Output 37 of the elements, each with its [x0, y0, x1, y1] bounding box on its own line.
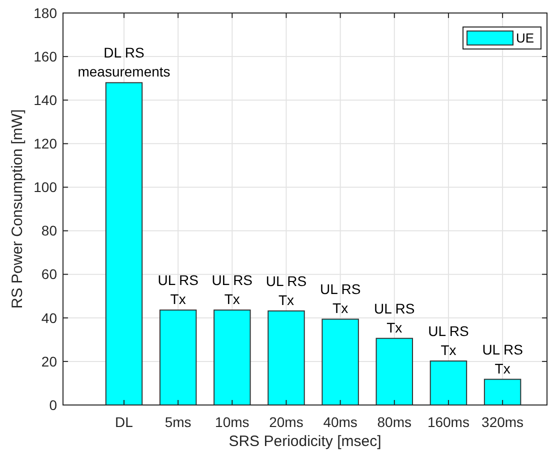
x-axis-title: SRS Periodicity [msec] [228, 433, 382, 450]
y-tick-label: 120 [34, 136, 58, 152]
y-tick-label: 40 [41, 310, 58, 326]
annotation: UL RS Tx [428, 323, 469, 358]
annotation: UL RS Tx [320, 281, 361, 316]
annotation: UL RS Tx [212, 272, 253, 308]
bar [484, 378, 522, 406]
x-tick-label: 80ms [377, 414, 412, 430]
y-tick-label: 80 [41, 222, 58, 239]
y-axis-title: RS Power Consumption [mW] [9, 109, 26, 309]
legend-label: UE [516, 30, 534, 46]
annotation: UL RS Tx [266, 272, 307, 308]
y-tick-label: 160 [34, 48, 58, 64]
annotation: UL RS Tx [374, 300, 415, 336]
bar [376, 338, 414, 406]
x-tick-label: 20ms [269, 414, 304, 430]
annotation: UL RS Tx [482, 341, 523, 376]
x-tick-label: 320ms [482, 414, 524, 430]
y-tick-label: 100 [34, 179, 58, 196]
annotation: UL RS Tx [158, 272, 198, 308]
y-tick-label: 140 [34, 92, 58, 108]
x-tick-label: 10ms [215, 414, 250, 430]
bar [159, 310, 197, 406]
y-tick-label: 60 [41, 266, 58, 282]
x-tick-label: 5ms [164, 414, 192, 430]
bar [105, 82, 143, 406]
annotation: DL RS measurements [78, 44, 170, 80]
y-tick-label: 180 [34, 4, 58, 21]
y-tick-label: 0 [49, 396, 58, 413]
bar [430, 360, 468, 406]
bar [268, 310, 305, 406]
x-tick-label: 160ms [427, 414, 470, 430]
bar [322, 318, 359, 406]
x-tick-label: DL [115, 414, 134, 430]
bar [214, 310, 251, 406]
x-tick-label: 40ms [323, 414, 358, 430]
y-tick-label: 20 [41, 353, 58, 370]
